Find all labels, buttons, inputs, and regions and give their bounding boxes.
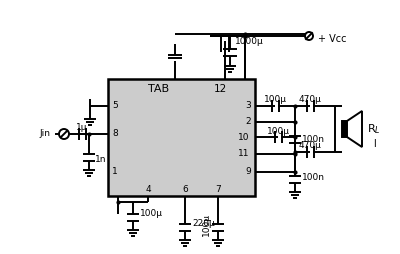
Text: 470μ: 470μ [298, 141, 322, 151]
Bar [108, 79, 255, 196]
Text: TAB: TAB [148, 84, 169, 94]
Text: 220μ: 220μ [192, 219, 215, 229]
Text: 100μ: 100μ [264, 96, 286, 104]
Text: 470μ: 470μ [298, 94, 322, 103]
Text: R$_L$: R$_L$ [367, 122, 381, 136]
Text: 8: 8 [112, 130, 118, 138]
Text: 100μ: 100μ [202, 213, 211, 235]
Text: 11: 11 [238, 150, 249, 158]
Text: 1μ: 1μ [76, 123, 88, 133]
Text: 1000μ: 1000μ [235, 37, 264, 45]
Text: Jin: Jin [39, 130, 50, 138]
Text: 4: 4 [145, 185, 151, 195]
Text: 12: 12 [213, 84, 227, 94]
Text: 100μ: 100μ [140, 210, 163, 218]
Text: l: l [374, 139, 376, 149]
Text: 7: 7 [215, 185, 221, 195]
Text: 6: 6 [182, 185, 188, 195]
Text: 3: 3 [245, 102, 251, 110]
Text: 100n: 100n [302, 173, 325, 183]
Text: + Vcc: + Vcc [318, 34, 346, 44]
Text: 100n: 100n [302, 135, 325, 144]
Text: 2: 2 [245, 118, 251, 126]
Text: 1n: 1n [95, 155, 106, 165]
Bar [342, 121, 347, 137]
Text: 1: 1 [112, 167, 118, 177]
Text: 100μ: 100μ [266, 126, 290, 135]
Text: 5: 5 [112, 102, 118, 110]
Text: 9: 9 [245, 167, 251, 177]
Text: 10: 10 [238, 133, 249, 141]
Polygon shape [347, 111, 362, 147]
